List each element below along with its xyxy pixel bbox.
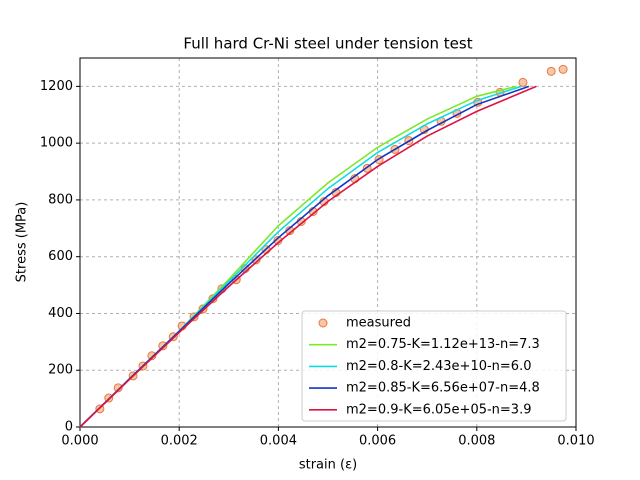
y-tick-label: 800: [48, 192, 73, 207]
legend-label: measured: [346, 316, 411, 331]
y-tick-label: 1000: [40, 136, 73, 151]
data-point: [518, 77, 528, 87]
x-tick-label: 0.006: [359, 434, 396, 449]
data-point: [113, 383, 123, 393]
legend-label: m2=0.85-K=6.56e+07-n=4.8: [346, 381, 540, 396]
y-tick-label: 600: [48, 249, 73, 264]
data-line: [79, 85, 537, 428]
x-axis-label: strain (ε): [299, 458, 357, 473]
data-point: [558, 64, 568, 74]
y-tick-label: 1200: [40, 79, 73, 94]
legend-marker: [318, 318, 328, 328]
x-tick-label: 0.008: [458, 434, 495, 449]
legend-box: [301, 310, 567, 422]
y-axis-label: Stress (MPa): [15, 202, 30, 283]
chart-title: Full hard Cr-Ni steel under tension test: [183, 35, 472, 53]
x-tick-label: 0.000: [61, 434, 98, 449]
y-tick-label: 0: [65, 420, 73, 435]
plot-frame: [79, 57, 577, 428]
legend-label: m2=0.8-K=2.43e+10-n=6.0: [346, 359, 532, 374]
x-tick-label: 0.004: [260, 434, 297, 449]
legend-label: m2=0.75-K=1.12e+13-n=7.3: [346, 337, 540, 352]
x-tick-label: 0.010: [557, 434, 594, 449]
y-tick-label: 200: [48, 363, 73, 378]
y-tick-label: 400: [48, 306, 73, 321]
legend-label: m2=0.9-K=6.05e+05-n=3.9: [346, 402, 532, 417]
data-point: [147, 351, 157, 361]
x-tick-label: 0.002: [161, 434, 198, 449]
data-point: [546, 66, 556, 76]
